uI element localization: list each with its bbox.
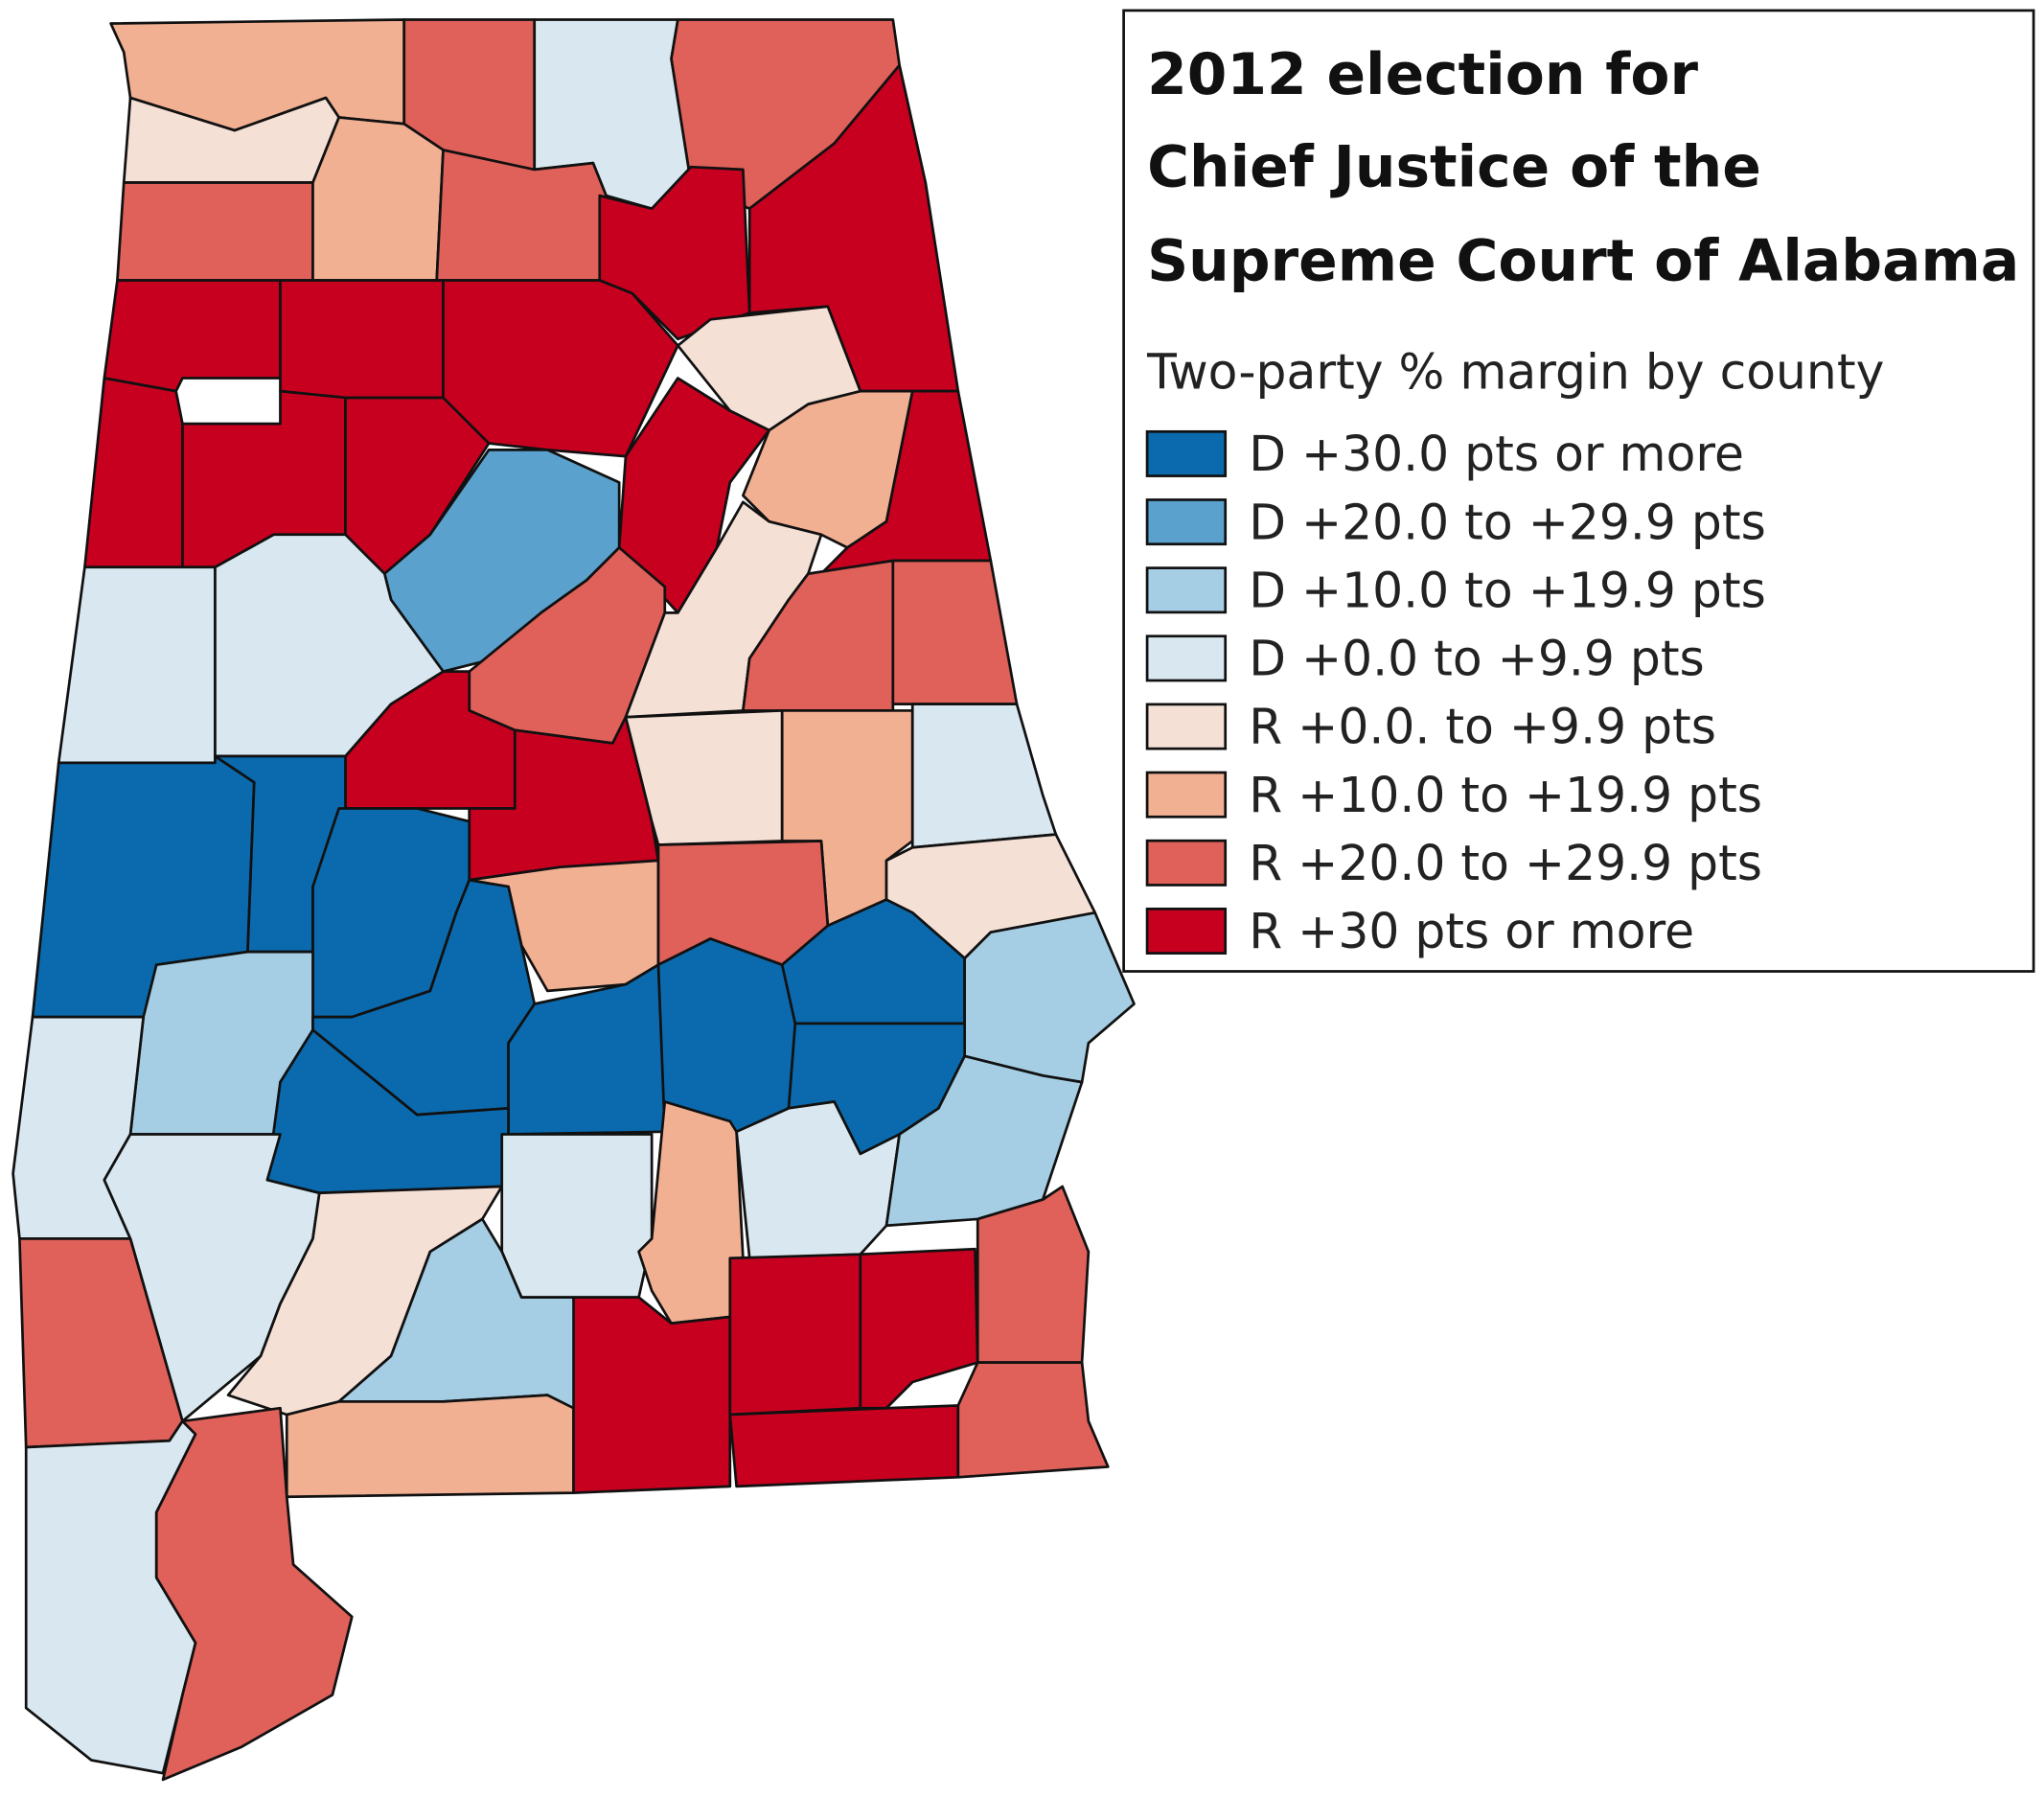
legend-label: D +20.0 to +29.9 pts [1249, 494, 1766, 550]
county-layer [11, 18, 1136, 1782]
subtitle: Two-party % margin by county [1146, 343, 1884, 400]
county [435, 149, 608, 282]
county [285, 1394, 575, 1499]
title-line: Chief Justice of the [1147, 134, 1761, 201]
legend-label: R +0.0. to +9.9 pts [1249, 699, 1716, 755]
county [500, 1133, 654, 1299]
legend-box [1122, 9, 2035, 973]
legend-label: R +30 pts or more [1249, 903, 1694, 959]
county [976, 1185, 1091, 1364]
county [910, 703, 1058, 849]
county [83, 377, 184, 569]
legend-swatch [1145, 634, 1228, 682]
legend-swatch [1145, 839, 1228, 887]
legend-swatch [1145, 907, 1228, 955]
legend-label: D +0.0 to +9.9 pts [1249, 631, 1705, 687]
legend-label: R +20.0 to +29.9 pts [1249, 835, 1762, 891]
legend-label: D +30.0 pts or more [1249, 426, 1744, 482]
county [884, 1054, 1084, 1228]
title-line: 2012 election for [1147, 41, 1698, 108]
county [859, 1247, 979, 1410]
county [637, 1100, 745, 1325]
county [728, 1253, 862, 1417]
legend-label: D +10.0 to +19.9 pts [1249, 562, 1766, 618]
county [57, 565, 217, 765]
county [103, 279, 282, 393]
county [572, 1296, 732, 1494]
legend-swatch [1145, 566, 1228, 614]
legend: D +30.0 pts or more D +20.0 to +29.9 pts D… [1145, 426, 1766, 959]
title-line: Supreme Court of Alabama [1147, 228, 2019, 295]
county [956, 1361, 1110, 1479]
legend-swatch [1145, 498, 1228, 546]
legend-swatch [1145, 771, 1228, 818]
county [728, 1404, 960, 1488]
county [963, 911, 1136, 1084]
legend-label: R +10.0 to +19.9 pts [1249, 767, 1762, 823]
county [279, 279, 445, 400]
county [656, 937, 803, 1134]
legend-swatch [1145, 429, 1228, 477]
county [154, 1406, 354, 1782]
county [891, 559, 1019, 705]
county [116, 181, 314, 282]
legend-swatch [1145, 703, 1228, 750]
county [311, 116, 445, 282]
